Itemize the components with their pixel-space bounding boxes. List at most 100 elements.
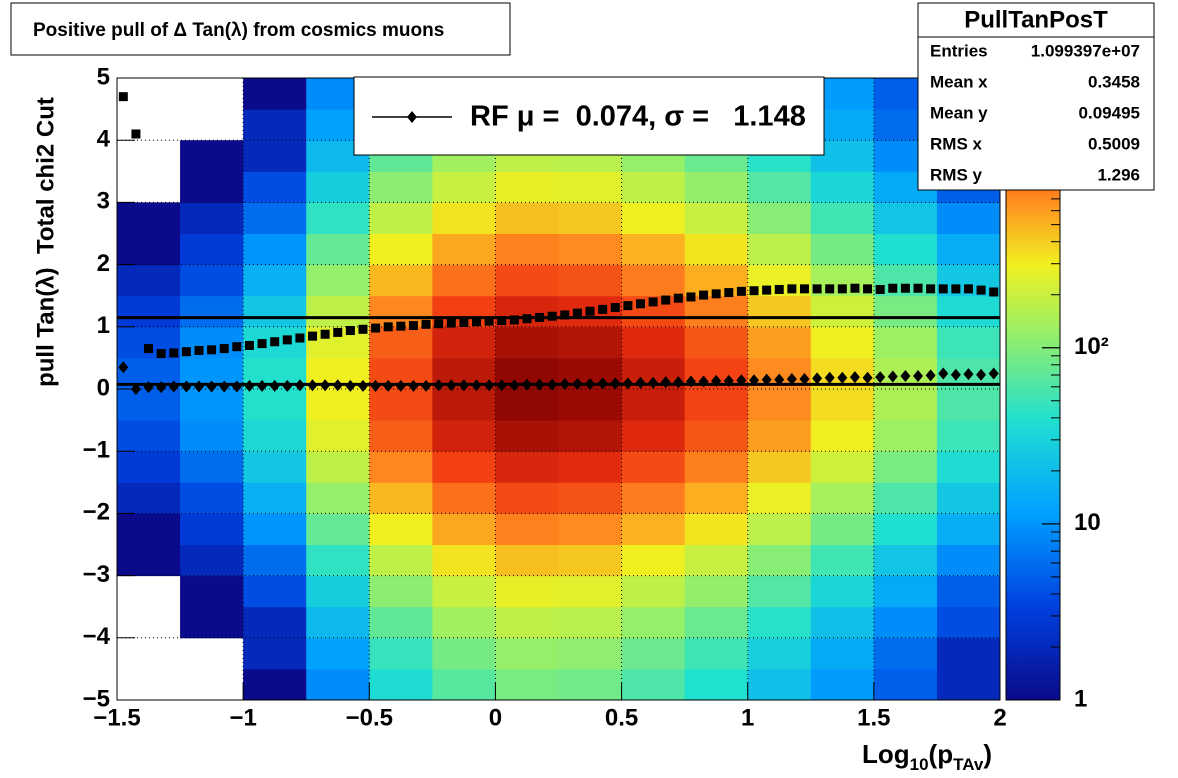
y-tick-label: 4 [97, 126, 111, 153]
diamond-point [484, 379, 495, 392]
heat-cell [243, 264, 307, 297]
diamond-point [282, 379, 293, 392]
heat-cell [936, 544, 1001, 577]
heat-cell [180, 233, 244, 266]
stats-box [917, 2, 1155, 191]
square-point [270, 337, 280, 347]
heat-cell [369, 668, 433, 701]
diamond-point [849, 371, 860, 384]
diamond-point [118, 361, 129, 374]
y-tick-label: 5 [97, 63, 110, 90]
heat-cell [432, 202, 496, 234]
square-point [156, 349, 166, 359]
diamond-point [673, 376, 684, 389]
square-point [938, 284, 948, 294]
heat-cell [558, 233, 623, 266]
square-point [572, 308, 582, 318]
y-tick-label: −3 [83, 561, 110, 588]
heat-cell [873, 295, 938, 328]
diamond-point [193, 380, 204, 393]
heat-cell [936, 233, 1001, 266]
heat-cell [810, 171, 875, 203]
heat-cell [306, 668, 370, 701]
diamond-point [988, 367, 999, 380]
square-point [673, 293, 683, 303]
heat-cell [243, 637, 307, 670]
diamond-point [648, 376, 659, 389]
heat-cell [117, 295, 181, 328]
square-point [371, 323, 381, 333]
heat-cell [621, 451, 686, 483]
legend-marker [407, 111, 417, 123]
heat-cell [369, 575, 433, 608]
diamond-point [559, 378, 570, 391]
heat-cell [117, 420, 181, 452]
heat-cell [306, 575, 370, 608]
diamond-point [521, 378, 532, 391]
heat-cell [873, 606, 938, 639]
diamond-point [950, 368, 961, 381]
diamond-point [547, 378, 558, 391]
heat-cell [621, 326, 686, 359]
heat-cell [369, 544, 433, 577]
heat-cell [621, 513, 686, 545]
square-point [509, 315, 519, 325]
heat-cell [369, 637, 433, 670]
color-bar-label: 10 [1074, 509, 1101, 536]
heat-cell [810, 233, 875, 266]
stats-label: Mean x [930, 72, 988, 91]
stats-value: 0.09495 [1079, 103, 1140, 122]
heat-cell [306, 202, 370, 234]
square-point [118, 92, 128, 102]
square-point [358, 324, 368, 334]
diamond-point [597, 377, 608, 390]
heat-cell [621, 264, 686, 297]
square-point [181, 347, 191, 357]
heat-cell [873, 668, 938, 701]
heat-cell [117, 264, 181, 297]
square-point [333, 327, 343, 337]
heat-cell [432, 513, 496, 545]
stats-value: 0.5009 [1088, 134, 1140, 153]
square-point [976, 285, 986, 295]
square-point [207, 345, 217, 355]
square-point [472, 317, 482, 327]
diamond-point [320, 379, 331, 392]
heat-cell [306, 295, 370, 328]
heat-cell [684, 202, 749, 234]
heat-cell [495, 606, 559, 639]
heat-cell [747, 637, 812, 670]
heat-cell [558, 202, 623, 234]
diamond-point [383, 379, 394, 392]
diamond-point [610, 377, 621, 390]
diamond-point [534, 378, 545, 391]
heat-cell [306, 544, 370, 577]
square-point [774, 284, 784, 294]
heat-cell [432, 389, 496, 421]
diamond-point [219, 380, 230, 393]
diamond-point [433, 379, 444, 392]
heat-cell [243, 140, 307, 172]
diamond-point [925, 369, 936, 382]
heat-cell [747, 544, 812, 577]
heat-cell [306, 389, 370, 421]
heat-cell [432, 544, 496, 577]
diamond-point [421, 379, 432, 392]
diamond-point [749, 374, 760, 387]
square-point [144, 344, 154, 354]
heat-cell [558, 668, 623, 701]
heat-cell [747, 606, 812, 639]
y-tick-label: 0 [97, 374, 110, 401]
stats-title: PullTanPosT [964, 6, 1108, 33]
heat-cell [558, 389, 623, 421]
square-point [421, 319, 431, 329]
heat-cell [936, 326, 1001, 359]
heat-cell [117, 202, 181, 234]
diamond-point [913, 369, 924, 382]
square-point [926, 284, 936, 294]
heat-cell [747, 389, 812, 421]
square-point [535, 312, 545, 322]
heat-cell [621, 482, 686, 514]
square-point [799, 284, 809, 294]
heat-cell [180, 482, 244, 514]
